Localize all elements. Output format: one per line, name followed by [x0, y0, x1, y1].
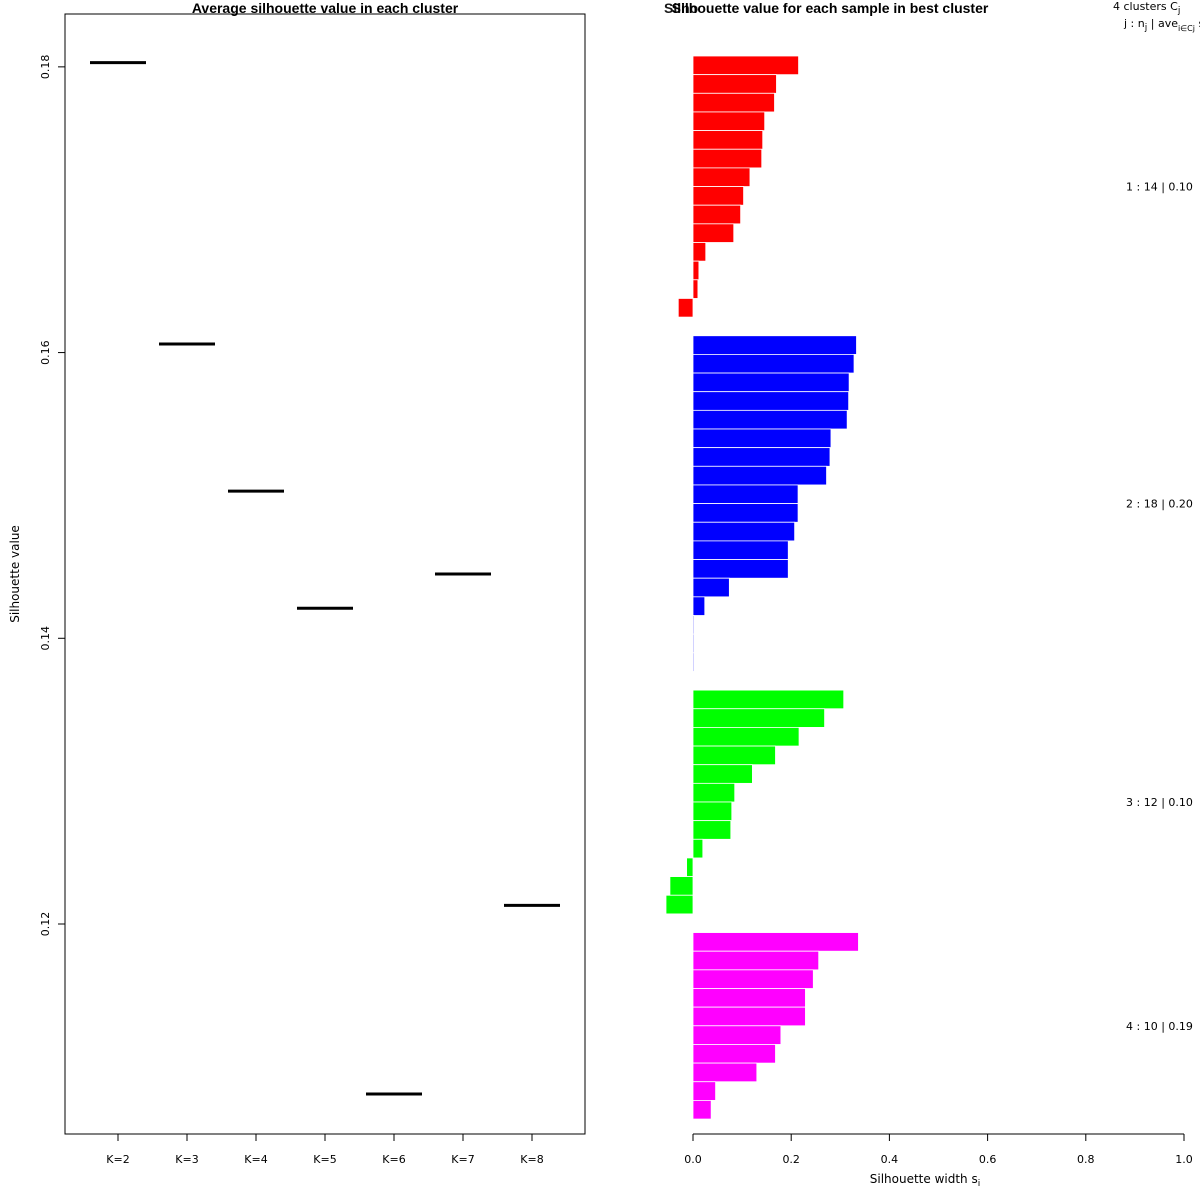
- left-x-tick-label: K=4: [244, 1153, 267, 1166]
- silhouette-bar-cluster-2: [692, 391, 850, 411]
- silhouette-bar-cluster-3: [669, 876, 694, 896]
- right-x-tick-label: 0.0: [684, 1153, 702, 1166]
- silhouette-bar-cluster-4: [692, 1062, 758, 1083]
- left-y-axis-label: Silhouette value: [8, 525, 22, 623]
- silhouette-bar-cluster-2: [692, 615, 695, 635]
- silhouette-bar-cluster-1: [692, 186, 744, 206]
- right-bar-series: [665, 55, 859, 1120]
- left-x-axis: K=2 K=3 K=4 K=5 K=6 K=7 K=8: [106, 1133, 544, 1166]
- left-y-tick-label: 0.16: [39, 340, 52, 365]
- right-chart-title-overlap: Silho: [664, 0, 698, 16]
- silhouette-bar-cluster-3: [692, 801, 733, 822]
- right-x-tick-label: 0.6: [979, 1153, 997, 1166]
- right-x-tick-label: 0.2: [782, 1153, 800, 1166]
- left-panel-average-silhouette: Average silhouette value in each cluster…: [8, 0, 586, 1166]
- left-data-marks: [90, 61, 560, 1096]
- right-x-axis-label: Silhouette width si: [870, 1172, 981, 1189]
- silhouette-bar-cluster-1: [692, 279, 699, 299]
- cluster-label-2: 2 : 18 | 0.20: [1126, 498, 1193, 511]
- left-x-tick-label: K=3: [175, 1153, 198, 1166]
- silhouette-bar-cluster-1: [692, 223, 735, 243]
- silhouette-bar-cluster-4: [692, 1025, 782, 1045]
- right-x-tick-label: 0.8: [1077, 1153, 1095, 1166]
- silhouette-bar-cluster-2: [692, 447, 831, 467]
- silhouette-bar-cluster-3: [692, 745, 776, 766]
- silhouette-bar-cluster-2: [692, 484, 799, 505]
- silhouette-bar-cluster-2: [692, 335, 857, 355]
- silhouette-bar-cluster-3: [692, 838, 704, 859]
- silhouette-bar-cluster-2: [692, 577, 730, 598]
- left-x-tick-label: K=5: [313, 1153, 336, 1166]
- left-y-axis: 0.12 0.14 0.16 0.18: [39, 55, 66, 937]
- silhouette-bar-cluster-2: [692, 409, 848, 430]
- silhouette-bar-cluster-3: [692, 689, 845, 710]
- silhouette-bar-cluster-4: [692, 969, 814, 989]
- cluster-label-4: 4 : 10 | 0.19: [1126, 1020, 1193, 1033]
- left-x-tick-label: K=7: [451, 1153, 474, 1166]
- silhouette-bar-cluster-1: [692, 167, 751, 187]
- cluster-label-3: 3 : 12 | 0.10: [1126, 796, 1193, 809]
- silhouette-bar-cluster-1: [692, 130, 764, 150]
- silhouette-bar-cluster-4: [692, 1006, 806, 1027]
- left-plot-frame: [64, 13, 586, 1135]
- silhouette-bar-cluster-1: [692, 55, 799, 76]
- silhouette-bar-cluster-3: [665, 894, 694, 915]
- silhouette-bar-cluster-1: [692, 74, 777, 94]
- silhouette-bar-cluster-2: [692, 465, 827, 486]
- right-x-axis: 0.0 0.2 0.4 0.6 0.8 1.0: [684, 1133, 1193, 1166]
- silhouette-bar-cluster-4: [692, 1081, 716, 1101]
- left-chart-title: Average silhouette value in each cluster: [192, 0, 459, 16]
- right-panel-silhouette-widths: Silho Silhouette value for each sample i…: [664, 0, 1200, 1189]
- silhouette-bar-cluster-2: [692, 652, 695, 672]
- right-chart-title: Silhouette value for each sample in best…: [672, 0, 989, 16]
- right-x-tick-label: 1.0: [1175, 1153, 1193, 1166]
- cluster-legend-header: 4 clusters Cj j : nj | avei∈Cj si: [1113, 0, 1200, 33]
- silhouette-bar-cluster-3: [692, 727, 800, 747]
- silhouette-bar-cluster-1: [692, 92, 775, 113]
- silhouette-bar-cluster-4: [692, 1100, 712, 1120]
- silhouette-bar-cluster-2: [692, 559, 789, 579]
- legend-header-line1: 4 clusters Cj: [1113, 0, 1180, 16]
- right-x-tick-label: 0.4: [881, 1153, 899, 1166]
- silhouette-bar-cluster-3: [692, 708, 825, 728]
- silhouette-bar-cluster-2: [692, 353, 855, 374]
- silhouette-bar-cluster-2: [692, 428, 832, 449]
- cluster-legend-labels: 1 : 14 | 0.10 2 : 18 | 0.20 3 : 12 | 0.10 4…: [1126, 181, 1193, 1033]
- silhouette-bar-cluster-1: [692, 242, 707, 262]
- silhouette-bar-cluster-4: [692, 988, 806, 1008]
- left-x-tick-label: K=6: [382, 1153, 405, 1166]
- left-y-tick-label: 0.12: [39, 912, 52, 937]
- silhouette-bar-cluster-2: [692, 540, 789, 560]
- left-x-tick-label: K=8: [520, 1153, 543, 1166]
- silhouette-bar-cluster-2: [692, 596, 706, 616]
- silhouette-bar-cluster-4: [692, 950, 820, 971]
- silhouette-bar-cluster-2: [692, 633, 695, 654]
- silhouette-bar-cluster-1: [692, 260, 700, 281]
- left-y-tick-label: 0.18: [39, 55, 52, 80]
- silhouette-bar-cluster-2: [692, 521, 796, 542]
- silhouette-bar-cluster-2: [692, 372, 850, 393]
- silhouette-bar-cluster-1: [692, 204, 742, 225]
- silhouette-bar-cluster-3: [692, 782, 736, 803]
- silhouette-bar-cluster-2: [692, 503, 799, 523]
- silhouette-bar-cluster-3: [692, 764, 753, 784]
- silhouette-bar-cluster-1: [677, 298, 694, 318]
- left-y-tick-label: 0.14: [39, 626, 52, 651]
- silhouette-bar-cluster-4: [692, 932, 859, 952]
- silhouette-bar-cluster-1: [692, 111, 766, 131]
- left-x-tick-label: K=2: [106, 1153, 129, 1166]
- silhouette-bar-cluster-1: [692, 148, 763, 169]
- cluster-label-1: 1 : 14 | 0.10: [1126, 181, 1193, 194]
- legend-header-line2: j : nj | avei∈Cj si: [1123, 17, 1200, 33]
- silhouette-bar-cluster-3: [686, 857, 694, 878]
- silhouette-bar-cluster-3: [692, 820, 732, 840]
- silhouette-bar-cluster-4: [692, 1044, 776, 1064]
